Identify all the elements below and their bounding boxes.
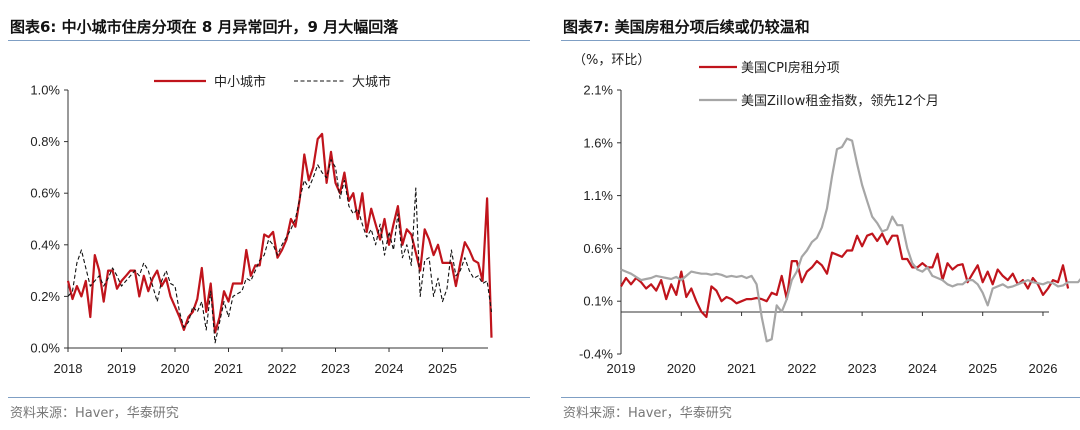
series-line-1 xyxy=(67,159,493,344)
y-tick-label: 1.0% xyxy=(30,83,60,98)
left-bottom-rule xyxy=(8,397,530,398)
y-tick-label: 0.8% xyxy=(30,134,60,149)
x-tick-label: 2023 xyxy=(848,361,877,376)
right-chart-panel: 图表7: 美国房租分项后续或仍较温和 -0.4% 0.1% 0.6% 1.1% 1.6%… xyxy=(553,0,1080,430)
y-tick-label: 0.0% xyxy=(30,341,60,356)
right-chart-title: 图表7: 美国房租分项后续或仍较温和 xyxy=(563,18,810,36)
x-tick-label: 2024 xyxy=(375,361,404,376)
y-tick-label: 2.1% xyxy=(583,83,613,98)
right-bottom-rule xyxy=(561,397,1080,398)
x-tick-label: 2019 xyxy=(607,361,636,376)
left-chart-svg: 0.0% 0.2% 0.4% 0.6% 0.8% 1.0% 2018 2019 2020 2021… xyxy=(30,74,493,376)
x-tick-label: 2022 xyxy=(787,361,816,376)
series-line-0 xyxy=(66,132,493,338)
y-tick-label: 0.2% xyxy=(30,289,60,304)
x-tick-label: 2026 xyxy=(1029,361,1058,376)
y-tick-label: -0.4% xyxy=(579,347,613,362)
right-chart-svg: -0.4% 0.1% 0.6% 1.1% 1.6% 2.1% 2019 2020 2021 202… xyxy=(573,53,1080,376)
x-tick-label: 2022 xyxy=(268,361,297,376)
y-tick-label: 0.6% xyxy=(30,186,60,201)
left-chart-title: 图表6: 中小城市住房分项在 8 月异常回升，9 月大幅回落 xyxy=(10,18,399,36)
legend-label-1: 美国Zillow租金指数，领先12个月 xyxy=(741,93,939,109)
legend-label-1: 大城市 xyxy=(352,74,391,90)
x-tick-label: 2020 xyxy=(667,361,696,376)
x-tick-label: 2018 xyxy=(54,361,83,376)
x-tick-label: 2020 xyxy=(161,361,190,376)
x-tick-label: 2021 xyxy=(727,361,756,376)
x-tick-label: 2023 xyxy=(321,361,350,376)
series-line-0 xyxy=(620,232,1070,319)
x-tick-label: 2021 xyxy=(214,361,243,376)
y-tick-label: 1.6% xyxy=(583,135,613,150)
left-source-note: 资料来源：Haver，华泰研究 xyxy=(10,406,179,421)
right-top-rule xyxy=(561,40,1080,41)
right-source-note: 资料来源：Haver，华泰研究 xyxy=(563,406,732,421)
x-tick-label: 2025 xyxy=(428,361,457,376)
legend-label-0: 美国CPI房租分项 xyxy=(741,60,840,76)
left-chart-panel: 图表6: 中小城市住房分项在 8 月异常回升，9 月大幅回落 0.0% 0.2% 0… xyxy=(0,0,530,430)
y-tick-label: 0.4% xyxy=(30,237,60,252)
x-tick-label: 2025 xyxy=(968,361,997,376)
y-tick-label: 0.1% xyxy=(583,294,613,309)
left-top-rule xyxy=(8,40,530,41)
x-tick-label: 2019 xyxy=(107,361,136,376)
legend-label-0: 中小城市 xyxy=(214,74,266,90)
y-tick-label: 0.6% xyxy=(583,241,613,256)
y-tick-label: 1.1% xyxy=(583,188,613,203)
series-line-1 xyxy=(620,137,1080,343)
y-unit-label: （%，环比） xyxy=(573,53,650,68)
x-tick-label: 2024 xyxy=(908,361,937,376)
